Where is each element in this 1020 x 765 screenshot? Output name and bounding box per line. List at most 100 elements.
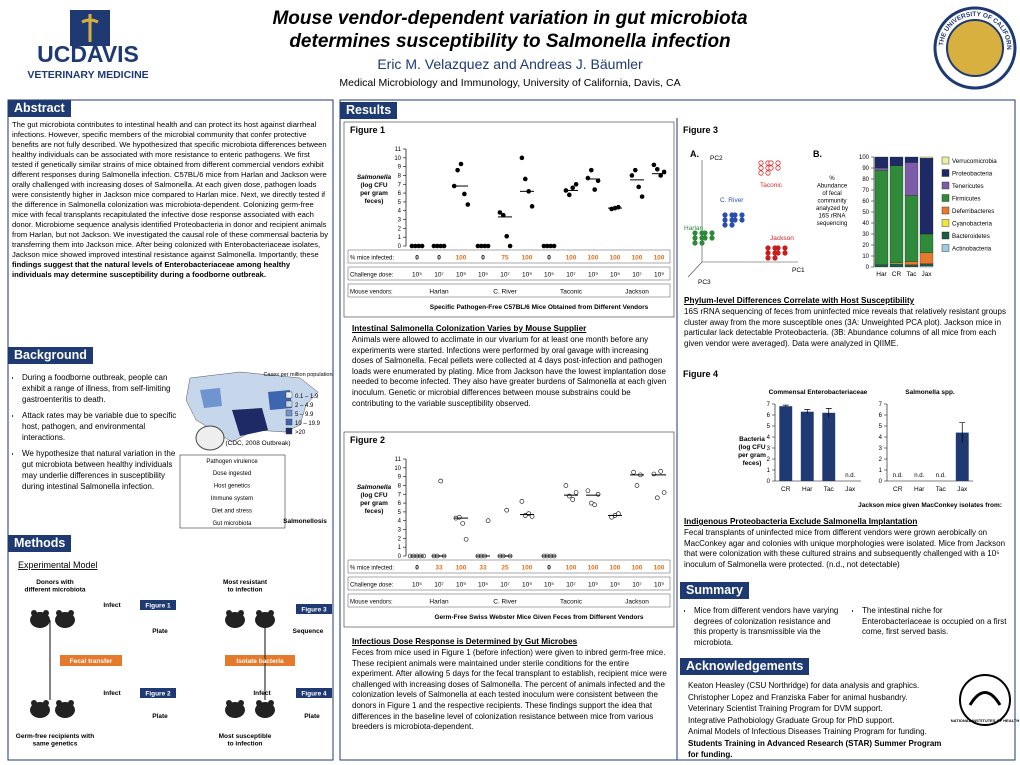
- figure-box-label: Figure 2: [145, 691, 171, 698]
- data-point: [573, 181, 579, 187]
- data-point: [529, 204, 535, 209]
- value-cell: 100: [522, 255, 533, 262]
- dose-cell: 10⁹: [654, 272, 664, 279]
- ack-line: Keaton Heasley (CSU Northridge) for data…: [688, 681, 920, 690]
- dose-cell: 10⁹: [522, 582, 532, 589]
- pca-point: [765, 255, 771, 261]
- x-tick-label: Jax: [921, 271, 932, 278]
- data-point: [523, 176, 528, 182]
- mouse-ear: [238, 700, 244, 706]
- label: Infect: [103, 690, 121, 697]
- legend-swatch: [941, 181, 950, 190]
- value-cell: 100: [566, 255, 577, 262]
- dose-cell: 10⁹: [456, 582, 466, 589]
- data-point: [595, 491, 601, 497]
- fig-heading: Phylum-level Differences Correlate with …: [684, 296, 915, 305]
- row-label: Challenge dose:: [350, 273, 394, 279]
- figure-box-label: Figure 4: [301, 691, 327, 698]
- dose-cell: 10⁵: [544, 582, 554, 589]
- map-region: [200, 388, 222, 408]
- data-point: [465, 202, 471, 207]
- y-axis-label: sequencing: [817, 221, 848, 227]
- dose-cell: 10⁵: [610, 582, 620, 589]
- y-tick-label: 0: [398, 554, 402, 560]
- mouse-ear: [268, 700, 274, 706]
- y-tick-label: 40: [862, 221, 869, 227]
- pca-point: [772, 255, 778, 261]
- y-tick-label: 4: [879, 435, 883, 441]
- y-tick-label: 60: [862, 199, 869, 205]
- bar-segment: [919, 265, 934, 268]
- pca-point: [732, 217, 738, 223]
- figure-frame: [343, 121, 675, 318]
- bar-segment: [919, 156, 934, 159]
- label: Plate: [152, 713, 168, 720]
- fig-heading: Intestinal Salmonella Colonization Varie…: [352, 324, 587, 333]
- mouse-ear: [68, 700, 74, 706]
- pca-point: [722, 222, 728, 228]
- diagram-label-line: Donors with: [36, 579, 74, 586]
- bullet: Mice from different vendors have varying…: [694, 606, 844, 648]
- value-cell: 100: [522, 565, 533, 572]
- legend-label: Deferribacteres: [952, 208, 994, 215]
- value-cell: 0: [415, 565, 419, 572]
- diagram-label-line: to infection: [227, 741, 262, 748]
- pca-point: [765, 170, 771, 176]
- legend-label: Cyanobacteria: [952, 221, 992, 228]
- pc-label: PC1: [792, 267, 805, 274]
- y-axis-label: per gram: [360, 500, 388, 507]
- affiliation: Medical Microbiology and Immunology, Uni…: [339, 77, 680, 89]
- y-tick-label: 2: [879, 457, 883, 463]
- panel-label: A.: [690, 149, 699, 159]
- mouse-ear: [268, 610, 274, 616]
- bar-segment: [919, 263, 934, 267]
- y-tick-label: 90: [862, 166, 869, 172]
- legend-label: Bacteroidetes: [952, 233, 990, 240]
- section-heading: Summary: [680, 582, 749, 599]
- legend-swatch: [941, 231, 950, 240]
- y-tick-label: 8: [398, 483, 402, 489]
- y-tick-label: 0: [767, 479, 771, 485]
- bullet: We hypothesize that natural variation in…: [22, 448, 180, 492]
- dose-cell: 10⁵: [412, 582, 422, 589]
- mouse-ear: [256, 700, 262, 706]
- figure-box: [140, 688, 176, 698]
- value-cell: 100: [632, 255, 643, 262]
- y-tick-label: 5: [767, 424, 771, 430]
- data-point: [651, 162, 657, 168]
- x-tick-label: Jax: [845, 486, 856, 493]
- vendor-cell: Harlan: [429, 289, 449, 296]
- data-point: [458, 161, 464, 167]
- vendor-cell: Harlan: [429, 599, 449, 606]
- logo-text: UCDAVIS: [37, 41, 139, 67]
- y-tick-label: 20: [862, 243, 869, 249]
- legend-label: Verrucomicrobia: [952, 158, 997, 165]
- y-tick-label: 3: [398, 218, 402, 224]
- figure-box: [140, 600, 176, 610]
- y-axis-label: %: [829, 176, 835, 182]
- mouse-icon: [255, 702, 275, 718]
- dose-cell: 10⁷: [434, 582, 444, 589]
- pca-point: [692, 240, 698, 246]
- pca-point: [702, 235, 708, 241]
- section-heading: Acknowledgements: [680, 658, 810, 675]
- pc-label: PC3: [698, 279, 711, 286]
- mouse-ear: [68, 610, 74, 616]
- pca-point: [758, 170, 764, 176]
- mouse-ear: [31, 700, 37, 706]
- value-cell: 0: [547, 255, 551, 262]
- value-cell: 33: [435, 565, 443, 572]
- mouse-ear: [238, 610, 244, 616]
- bar-segment: [904, 162, 919, 196]
- pca-point: [775, 250, 781, 256]
- legend-swatch: [285, 418, 293, 426]
- diagram-label: Most susceptible to infection: [219, 733, 272, 748]
- legend-swatch: [941, 156, 950, 165]
- mouse-icon: [30, 612, 50, 628]
- y-tick-label: 3: [398, 528, 402, 534]
- row-label: % mice infected:: [350, 256, 394, 262]
- subheading: Experimental Model: [18, 560, 98, 570]
- figure-box: [296, 604, 332, 614]
- dose-cell: 10⁵: [544, 272, 554, 279]
- figure: Figure 1 0 1 2 3 4 5 6 7 8 9 10 11 Salmonella(log CFU…: [343, 121, 675, 318]
